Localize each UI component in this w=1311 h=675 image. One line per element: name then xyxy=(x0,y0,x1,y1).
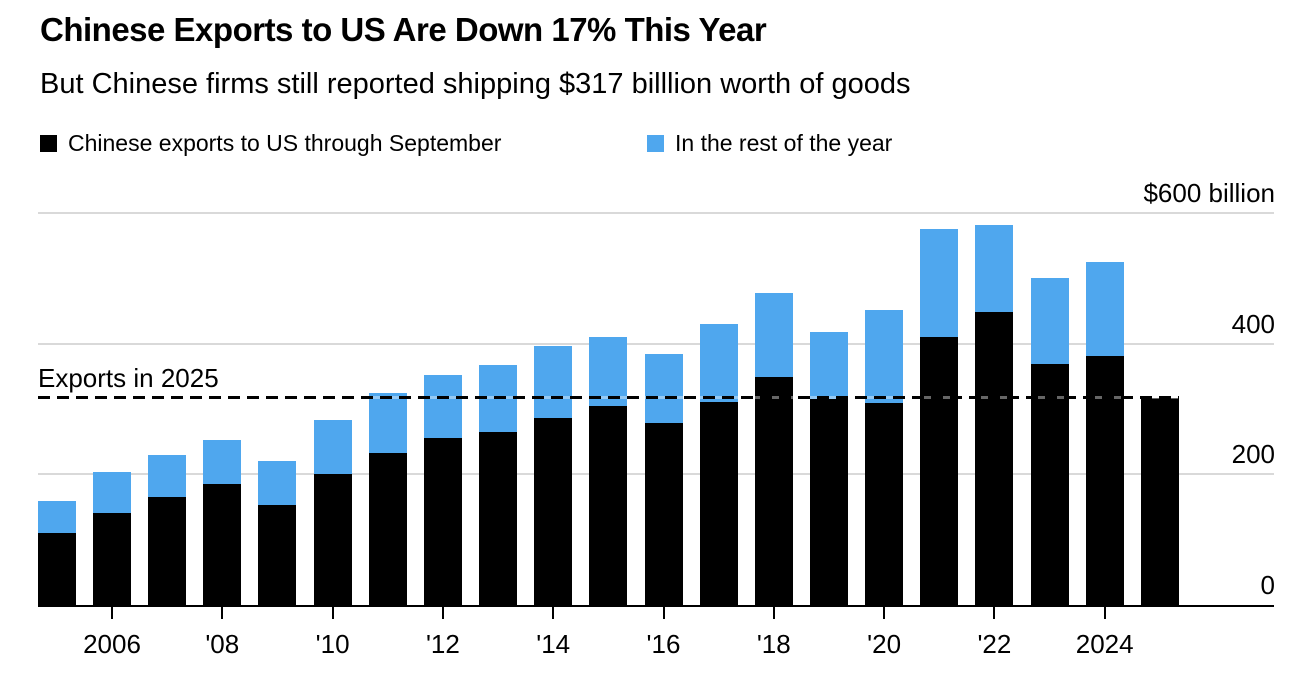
bar-2020-rest-of-year-segment xyxy=(865,309,904,404)
bar-2012 xyxy=(423,375,462,605)
bar-2024-rest-of-year-segment xyxy=(1085,262,1124,357)
bar-2011-rest-of-year-segment xyxy=(368,392,407,453)
bar-2009-rest-of-year-segment xyxy=(258,460,297,505)
legend-item-through-september: Chinese exports to US through September xyxy=(40,131,647,155)
bar-2008 xyxy=(203,440,242,605)
x-axis-label-2012: '12 xyxy=(425,629,460,659)
bar-2014-rest-of-year-segment xyxy=(534,345,573,419)
x-tick-2018 xyxy=(772,607,775,619)
bar-2020 xyxy=(865,309,904,605)
x-tick-2008 xyxy=(221,607,224,619)
bar-2007-rest-of-year-segment xyxy=(148,454,187,498)
x-axis-label-2024: 2024 xyxy=(1075,629,1134,659)
bar-2010-rest-of-year-segment xyxy=(313,420,352,475)
x-tick-2022 xyxy=(993,607,996,619)
x-tick-2024 xyxy=(1103,607,1106,619)
bar-2019 xyxy=(810,331,848,605)
bar-2023-rest-of-year-segment xyxy=(1030,278,1069,364)
bar-2023 xyxy=(1030,278,1069,605)
bar-2021-rest-of-year-segment xyxy=(920,228,959,338)
bar-2017 xyxy=(699,324,738,605)
bar-2018 xyxy=(754,292,793,605)
y-axis-label-600: $600 billion xyxy=(1143,178,1275,208)
legend-item-rest-of-year: In the rest of the year xyxy=(647,131,892,155)
bar-2006-rest-of-year-segment xyxy=(93,472,131,513)
x-axis-baseline xyxy=(38,605,1274,607)
chart-title: Chinese Exports to US Are Down 17% This … xyxy=(40,11,767,48)
bar-2017-rest-of-year-segment xyxy=(699,324,738,403)
bar-2008-rest-of-year-segment xyxy=(203,440,242,485)
bar-2009 xyxy=(258,460,297,605)
bar-2012-rest-of-year-segment xyxy=(423,375,462,438)
bar-2022-rest-of-year-segment xyxy=(975,224,1014,313)
legend-label-through-september: Chinese exports to US through September xyxy=(68,130,502,156)
x-axis-label-2006: 2006 xyxy=(83,629,141,659)
reference-line-label: Exports in 2025 xyxy=(38,362,219,393)
x-axis-label-2014: '14 xyxy=(536,629,571,659)
bar-2007 xyxy=(148,454,187,605)
legend-swatch-through-september-icon xyxy=(40,134,57,152)
bar-2015-rest-of-year-segment xyxy=(589,337,628,407)
gridline-600 xyxy=(38,212,1274,214)
legend: Chinese exports to US through September … xyxy=(40,131,892,155)
x-tick-2014 xyxy=(552,607,555,619)
bar-2015 xyxy=(589,337,628,605)
x-axis-label-2008: '08 xyxy=(205,629,240,659)
bar-2016-rest-of-year-segment xyxy=(644,353,683,424)
x-axis-label-2020: '20 xyxy=(867,629,902,659)
bar-2005-rest-of-year-segment xyxy=(37,501,76,534)
chart-subtitle: But Chinese firms still reported shippin… xyxy=(40,68,911,100)
gridline-400 xyxy=(38,342,1274,345)
bar-2010 xyxy=(313,420,352,605)
bar-2005 xyxy=(37,501,76,605)
x-axis-label-2018: '18 xyxy=(756,629,791,659)
reference-line-exports-2025 xyxy=(38,396,1179,400)
y-axis-label-0: 0 xyxy=(1260,570,1275,600)
bar-2016 xyxy=(644,353,683,605)
legend-label-rest-of-year: In the rest of the year xyxy=(675,130,893,156)
bar-2024 xyxy=(1085,262,1124,605)
bar-2025 xyxy=(1140,397,1179,605)
x-tick-2016 xyxy=(662,607,665,619)
y-axis-label-200: 200 xyxy=(1231,439,1275,470)
x-axis-label-2010: '10 xyxy=(315,629,350,659)
bar-2022 xyxy=(975,224,1014,605)
bar-2021 xyxy=(920,228,959,605)
bar-2006 xyxy=(93,472,131,605)
x-tick-2020 xyxy=(883,607,886,619)
x-tick-2010 xyxy=(331,607,334,619)
bar-2018-rest-of-year-segment xyxy=(754,292,793,377)
legend-swatch-rest-of-year-icon xyxy=(647,134,664,152)
y-axis-label-400: 400 xyxy=(1231,308,1275,339)
bar-2011 xyxy=(368,392,407,605)
bar-2013 xyxy=(479,364,518,605)
bar-2019-rest-of-year-segment xyxy=(810,331,848,400)
x-tick-2006 xyxy=(111,607,113,619)
bar-2014 xyxy=(534,345,573,605)
x-axis-label-2022: '22 xyxy=(977,629,1012,659)
x-tick-2012 xyxy=(441,607,444,619)
x-axis-label-2016: '16 xyxy=(646,629,681,659)
